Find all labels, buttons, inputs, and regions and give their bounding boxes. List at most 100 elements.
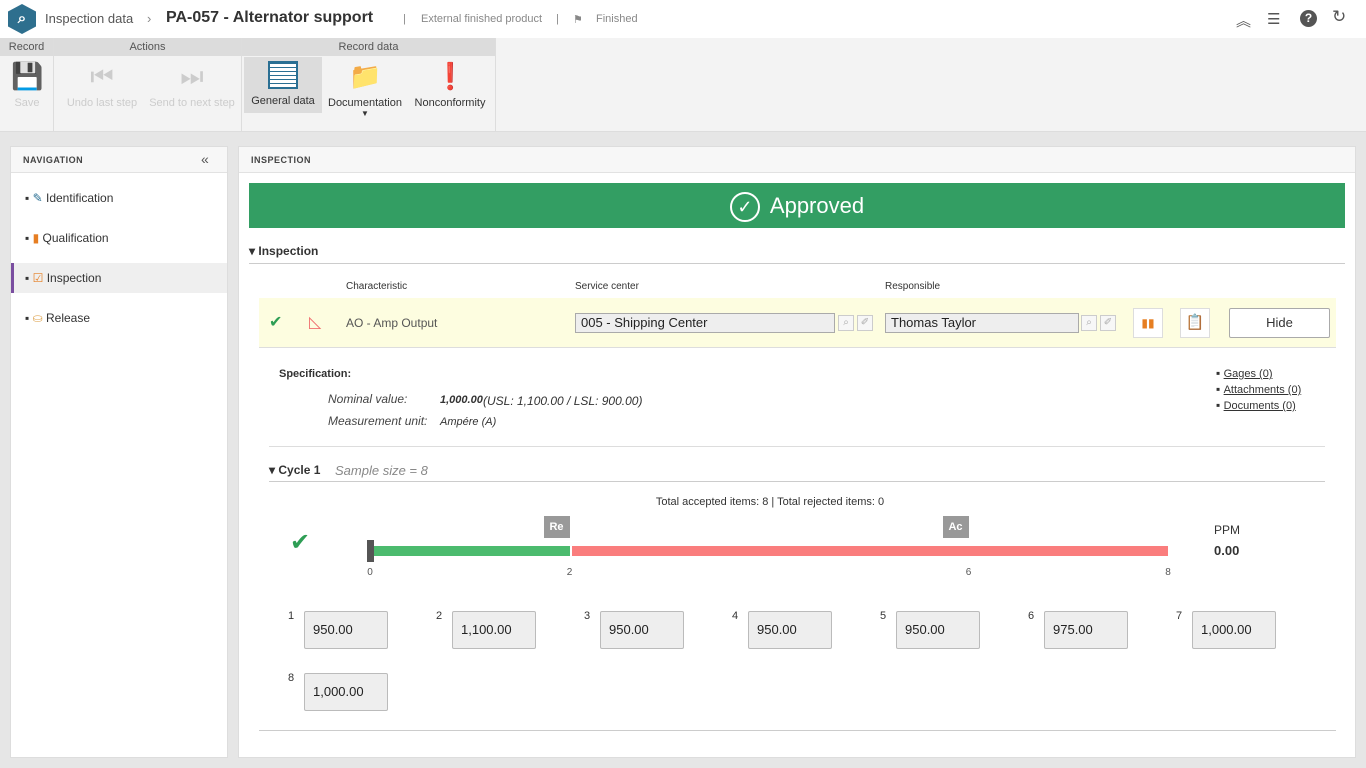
bar-chart-icon: ▮ [32, 231, 40, 245]
divider [259, 730, 1336, 731]
sample-value-field[interactable]: 950.00 [600, 611, 684, 649]
column-header-service-center: Service center [575, 281, 639, 292]
divider: | [403, 13, 406, 25]
service-center-field[interactable]: 005 - Shipping Center [575, 313, 835, 333]
sample-value-field[interactable]: 950.00 [896, 611, 980, 649]
inspection-panel: INSPECTION [238, 146, 1356, 758]
tick-label: 8 [1165, 567, 1171, 578]
pencil-form-icon: ✎ [32, 191, 43, 205]
breadcrumb-separator-icon: › [147, 11, 152, 26]
stamp-icon: ⛀ [32, 311, 43, 325]
nonconformity-button[interactable]: ❗ Nonconformity [410, 57, 490, 113]
sample-number: 5 [880, 610, 887, 622]
sample-number: 3 [584, 610, 591, 622]
nonconformity-label: Nonconformity [414, 97, 486, 109]
clipboard-icon: 📋 [1185, 314, 1205, 331]
sample-number: 1 [288, 610, 295, 622]
column-header-characteristic: Characteristic [346, 281, 408, 292]
nav-item-release[interactable]: ▪ ⛀ Release [25, 311, 91, 325]
navigation-title: NAVIGATION [11, 147, 227, 173]
save-button[interactable]: 💾 Save [0, 57, 54, 113]
ribbon-group-record-data: Record data General data 📁 Documentation ▼… [242, 38, 496, 132]
cycle-toggle[interactable]: ▾ Cycle 1 [269, 463, 321, 477]
sample-number: 2 [436, 610, 443, 622]
reject-zone-bar [571, 546, 1168, 556]
sample-value-field[interactable]: 1,000.00 [1192, 611, 1276, 649]
finish-flag-icon: ⚑ [573, 14, 583, 26]
ac-marker: Ac [942, 516, 969, 538]
documents-link-item: ▪ Documents (0) [1216, 398, 1296, 412]
notes-button[interactable]: 📋 [1180, 308, 1210, 338]
chart-button[interactable]: ▮▮ [1133, 308, 1163, 338]
responsible-field[interactable]: Thomas Taylor [885, 313, 1079, 333]
sample-value-field[interactable]: 950.00 [304, 611, 388, 649]
refresh-icon[interactable]: ↻ [1332, 7, 1347, 26]
nav-item-inspection[interactable]: ▪ ☑ Inspection [11, 263, 227, 293]
nav-label: Qualification [42, 231, 109, 245]
set-square-icon: ◺ [309, 314, 322, 331]
nominal-value: 1,000.00 [440, 394, 483, 406]
product-type: External finished product [421, 13, 543, 25]
nav-item-identification[interactable]: ▪ ✎ Identification [25, 191, 114, 205]
send-to-next-step-button[interactable]: ⏭ Send to next step [144, 57, 240, 113]
nav-item-qualification[interactable]: ▪ ▮ Qualification [25, 231, 109, 245]
links-list: ▪ Gages (0) ▪ Attachments (0) ▪ Document… [1216, 366, 1301, 414]
sample-value-field[interactable]: 1,100.00 [452, 611, 536, 649]
sample-number: 4 [732, 610, 739, 622]
search-icon[interactable]: ⌕ [1081, 315, 1097, 331]
search-icon[interactable]: ⌕ [838, 315, 854, 331]
spec-limits: (USL: 1,100.00 / LSL: 900.00) [483, 394, 643, 408]
save-label: Save [14, 97, 40, 109]
documentation-label: Documentation [328, 97, 402, 109]
documents-link[interactable]: Documents (0) [1223, 400, 1296, 412]
gages-link[interactable]: Gages (0) [1223, 368, 1273, 380]
list-icon[interactable]: ☰ [1267, 11, 1281, 28]
ppm-value: 0.00 [1214, 543, 1240, 558]
group-label: Record [0, 38, 53, 56]
tick-label: 2 [566, 567, 573, 578]
characteristic-name: AO - Amp Output [346, 316, 438, 330]
sample-value-field[interactable]: 950.00 [748, 611, 832, 649]
column-header-responsible: Responsible [885, 281, 941, 292]
gages-link-item: ▪ Gages (0) [1216, 366, 1273, 380]
general-data-button[interactable]: General data [244, 57, 322, 113]
breadcrumb[interactable]: Inspection data [45, 11, 134, 26]
hide-button[interactable]: Hide [1229, 308, 1330, 338]
clear-brush-icon[interactable]: ✐ [1100, 315, 1116, 331]
navigation-panel: NAVIGATION « ▪ ✎ Identification ▪ ▮ Qual… [10, 146, 228, 758]
ribbon-group-record: Record 💾 Save [0, 38, 54, 132]
general-label: General data [251, 95, 315, 107]
group-label: Record data [242, 38, 495, 56]
divider [269, 446, 1325, 447]
inspection-section-toggle[interactable]: ▾ Inspection [249, 244, 319, 258]
nav-label: Release [46, 311, 91, 325]
nav-label: Identification [46, 191, 114, 205]
divider: | [556, 13, 559, 25]
ribbon-group-actions: Actions ⏮ Undo last step ⏭ Send to next st… [54, 38, 242, 132]
scale-start-marker [367, 540, 374, 562]
ribbon-toolbar: Record 💾 Save Actions ⏮ Undo last step ⏭ Se… [0, 38, 1366, 132]
clear-brush-icon[interactable]: ✐ [857, 315, 873, 331]
attachments-link-item: ▪ Attachments (0) [1216, 382, 1302, 396]
attachments-link[interactable]: Attachments (0) [1223, 384, 1302, 396]
sample-value-field[interactable]: 975.00 [1044, 611, 1128, 649]
undo-last-step-button[interactable]: ⏮ Undo last step [58, 57, 146, 113]
collapse-double-chevron-icon[interactable]: « [201, 151, 209, 167]
form-icon [268, 61, 298, 89]
app-logo-search-icon: ⌕ [8, 4, 36, 34]
specification-label: Specification: [279, 368, 352, 380]
section-title: Inspection [258, 244, 319, 258]
group-label: Actions [54, 38, 241, 56]
documentation-button[interactable]: 📁 Documentation ▼ [324, 57, 406, 118]
clipboard-check-icon: ☑ [32, 271, 44, 285]
sample-value-field[interactable]: 1,000.00 [304, 673, 388, 711]
collapse-up-icon[interactable]: ︽ [1236, 13, 1252, 30]
re-marker: Re [543, 516, 570, 538]
dropdown-arrow-icon[interactable]: ▼ [361, 109, 369, 118]
characteristic-row: ✔ ◺ AO - Amp Output 005 - Shipping Cente… [259, 298, 1336, 348]
divider [249, 263, 1345, 264]
document-warning-icon: ❗ [434, 61, 467, 91]
floppy-disk-icon: 💾 [11, 61, 44, 91]
help-icon[interactable]: ? [1300, 10, 1317, 27]
send-label: Send to next step [149, 97, 235, 109]
